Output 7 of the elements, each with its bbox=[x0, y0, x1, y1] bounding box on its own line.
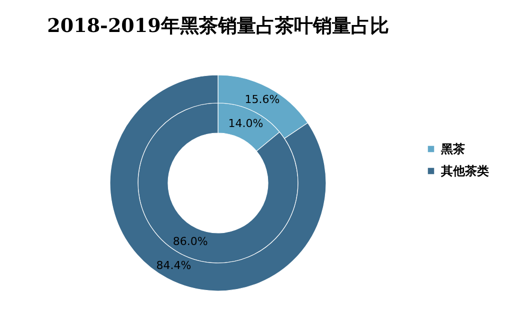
data-label: 14.0% bbox=[228, 117, 264, 130]
legend-label: 黑茶 bbox=[440, 142, 465, 156]
chart-title: 2018-2019年黑茶销量占茶叶销量占比 bbox=[47, 15, 389, 37]
legend-label: 其他茶类 bbox=[440, 164, 489, 178]
data-label: 84.4% bbox=[156, 258, 192, 272]
data-label: 86.0% bbox=[172, 234, 208, 248]
data-label: 15.6% bbox=[244, 93, 280, 106]
